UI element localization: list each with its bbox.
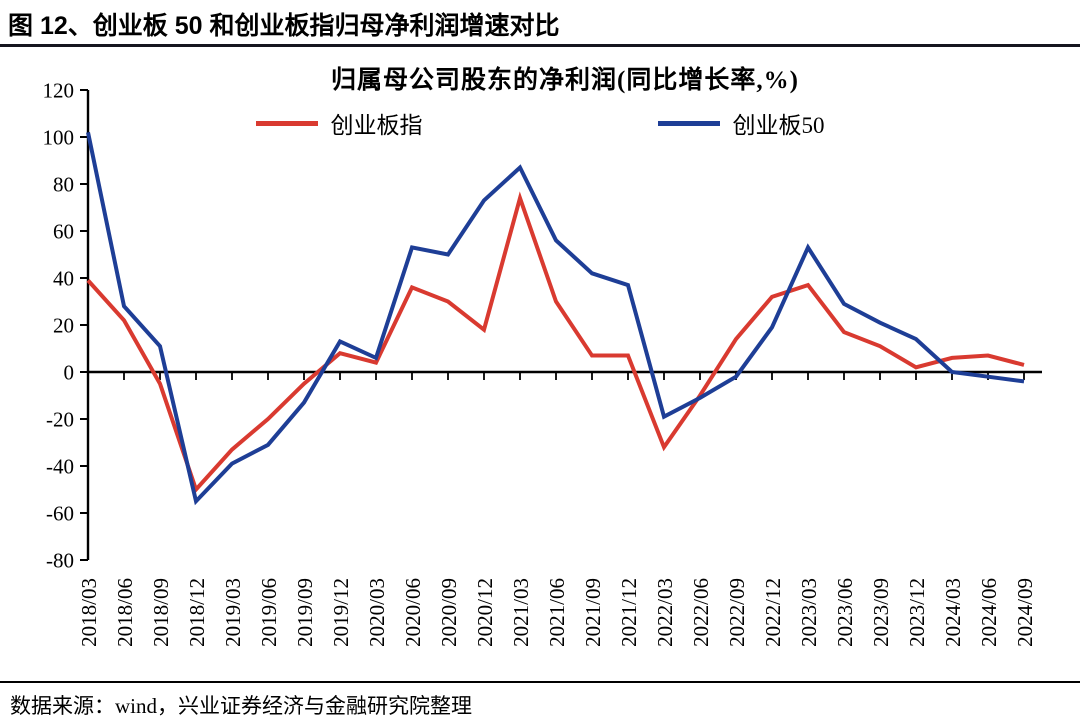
title-underline xyxy=(0,44,1080,47)
y-tick-label: -80 xyxy=(46,548,74,572)
x-tick-label: 2022/03 xyxy=(653,578,677,647)
x-tick-label: 2020/09 xyxy=(437,578,461,647)
x-tick-label: 2020/03 xyxy=(365,578,389,647)
x-tick-label: 2022/12 xyxy=(761,578,785,647)
y-tick-label: -60 xyxy=(46,501,74,525)
x-tick-label: 2021/12 xyxy=(617,578,641,647)
x-tick-label: 2022/09 xyxy=(725,578,749,647)
x-tick-label: 2021/06 xyxy=(545,578,569,647)
x-tick-label: 2024/06 xyxy=(977,578,1001,647)
y-tick-label: 80 xyxy=(53,172,74,196)
legend-swatch-red-line xyxy=(255,120,318,126)
x-tick-label: 2021/09 xyxy=(581,578,605,647)
legend-label: 创业板50 xyxy=(732,113,825,138)
x-tick-label: 2021/03 xyxy=(509,578,533,647)
page-title: 图 12、创业板 50 和创业板指归母净利润增速对比 xyxy=(8,12,560,40)
source-text: 数据来源：wind，兴业证券经济与金融研究院整理 xyxy=(10,694,472,718)
x-tick-label: 2019/09 xyxy=(293,578,317,647)
x-tick-label: 2023/03 xyxy=(797,578,821,647)
legend: 创业板指 创业板50 xyxy=(0,106,1080,140)
x-tick-label: 2022/06 xyxy=(689,578,713,647)
y-tick-label: 100 xyxy=(43,125,75,149)
series-line-chinext-index xyxy=(86,191,1025,494)
source-divider xyxy=(0,681,1080,683)
x-tick-label: 2023/06 xyxy=(833,578,857,647)
chart: 归属母公司股东的净利润(同比增长率,%) 创业板指 创业板50 -80 -60 -4… xyxy=(0,67,1080,647)
series-line-chinext-50 xyxy=(86,131,1025,506)
y-tick-label: 40 xyxy=(53,266,74,290)
y-tick-label: -20 xyxy=(46,407,74,431)
x-tick-label: 2018/06 xyxy=(113,578,137,647)
x-tick-label: 2018/12 xyxy=(185,578,209,647)
legend-swatch-blue-line xyxy=(657,120,720,126)
x-tick-label: 2019/12 xyxy=(329,578,353,647)
x-tick-label: 2018/03 xyxy=(77,578,101,647)
x-tick-label: 2023/09 xyxy=(869,578,893,647)
y-tick-label: 120 xyxy=(43,78,75,102)
plot-svg: -80 -60 -40 -20 0 20 40 60 80 100 120 2018/03 2018/0… xyxy=(43,78,1042,647)
x-tick-label: 2019/06 xyxy=(257,578,281,647)
x-tick-label: 2023/12 xyxy=(905,578,929,647)
y-tick-label: 0 xyxy=(64,360,75,384)
legend-item-chinext-index: 创业板指 xyxy=(255,106,423,140)
x-tick-label: 2018/09 xyxy=(149,578,173,647)
y-tick-label: -40 xyxy=(46,454,74,478)
x-tick-label: 2019/03 xyxy=(221,578,245,647)
chart-title: 归属母公司股东的净利润(同比增长率,%) xyxy=(331,67,799,94)
x-tick-label: 2024/03 xyxy=(941,578,965,647)
x-tick-label: 2020/12 xyxy=(473,578,497,647)
y-tick-label: 60 xyxy=(53,219,74,243)
y-tick-label: 20 xyxy=(53,313,74,337)
legend-item-chinext-50: 创业板50 xyxy=(657,106,825,140)
legend-label: 创业板指 xyxy=(330,113,423,138)
x-tick-label: 2020/06 xyxy=(401,578,425,647)
x-tick-label: 2024/09 xyxy=(1013,578,1037,647)
